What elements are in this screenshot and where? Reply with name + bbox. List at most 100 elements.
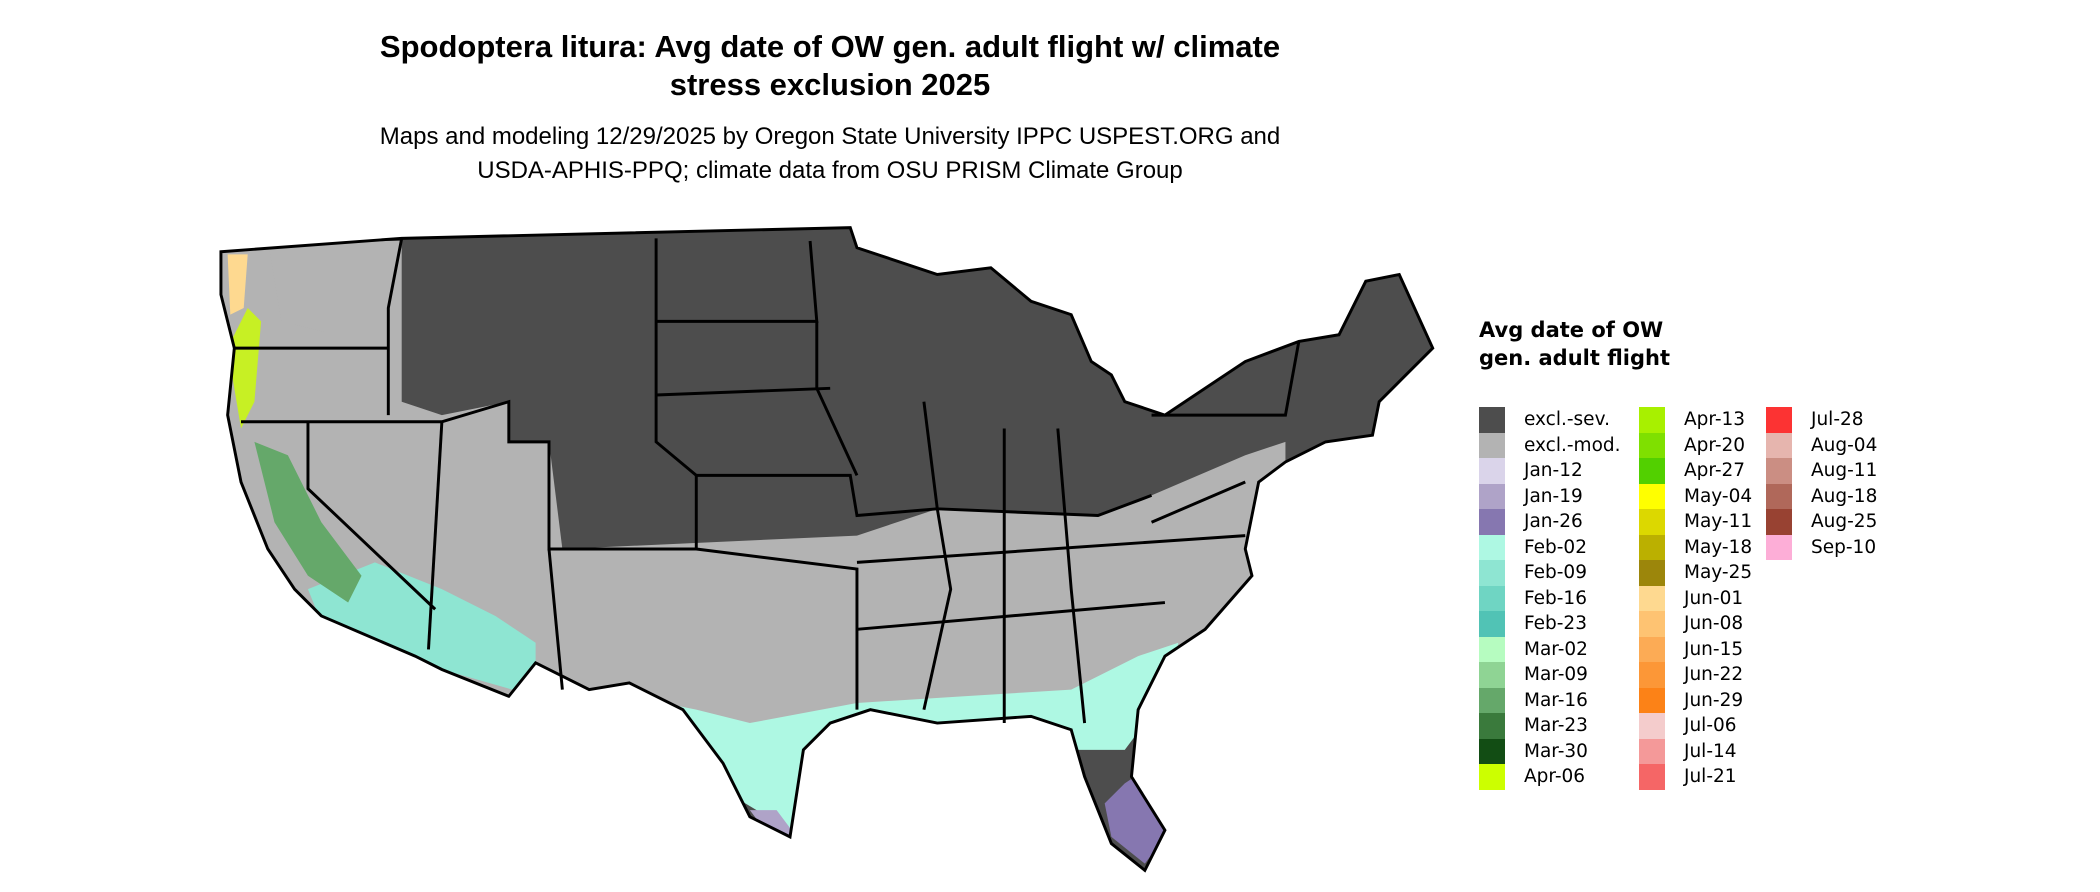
subtitle-line-1: Maps and modeling 12/29/2025 by Oregon S…	[379, 123, 1281, 150]
legend-label: Mar-23	[1524, 715, 1588, 737]
legend-swatch	[1479, 611, 1505, 637]
legend-swatch	[1766, 458, 1792, 484]
legend-label: Apr-20	[1684, 434, 1746, 456]
legend-item: Mar-23	[1479, 713, 1621, 739]
legend-item: Apr-13	[1639, 407, 1752, 433]
legend-label: Jan-19	[1524, 485, 1583, 507]
legend-label: Jun-15	[1684, 638, 1744, 660]
legend-label: Jun-29	[1684, 689, 1744, 711]
legend-item: Mar-16	[1479, 687, 1621, 713]
legend-swatch	[1639, 611, 1665, 637]
legend-label: Apr-13	[1684, 409, 1746, 431]
legend-column-2: Apr-13 Apr-20 Apr-27 May-04 May-11 May-18 May-…	[1639, 407, 1752, 790]
legend-swatch	[1479, 738, 1505, 764]
legend-label: Mar-02	[1524, 638, 1588, 660]
legend-swatch	[1479, 534, 1505, 560]
legend-item: Aug-04	[1766, 432, 1877, 458]
legend-label: Feb-09	[1524, 562, 1587, 584]
legend-item: May-04	[1639, 483, 1752, 509]
legend-title: Avg date of OW gen. adult flight	[1479, 318, 1670, 370]
legend-label: Jul-21	[1684, 766, 1737, 788]
legend-swatch	[1479, 458, 1505, 484]
legend-label: Feb-02	[1524, 536, 1587, 558]
legend-swatch	[1479, 636, 1505, 662]
title-line-2: stress exclusion 2025	[669, 67, 991, 102]
legend-swatch	[1479, 662, 1505, 688]
legend-swatch	[1479, 432, 1505, 458]
legend-item: May-11	[1639, 509, 1752, 535]
legend-item: Feb-02	[1479, 534, 1621, 560]
legend-swatch	[1479, 407, 1505, 433]
legend-item: Apr-27	[1639, 458, 1752, 484]
legend-swatch	[1766, 534, 1792, 560]
legend-swatch	[1639, 432, 1665, 458]
legend-item: Jan-12	[1479, 458, 1621, 484]
legend-label: Jul-06	[1684, 715, 1737, 737]
legend-swatch	[1639, 738, 1665, 764]
legend-label: Aug-25	[1811, 511, 1878, 533]
state-boundaries	[219, 226, 1435, 872]
legend-label: Jun-22	[1684, 664, 1744, 686]
legend-label: May-18	[1684, 536, 1753, 558]
legend-item: Jun-01	[1639, 585, 1752, 611]
legend-label: Apr-06	[1524, 766, 1586, 788]
legend-swatch	[1766, 509, 1792, 535]
legend-item: May-18	[1639, 534, 1753, 560]
legend-label: Jan-12	[1524, 460, 1583, 482]
legend-item: Aug-25	[1766, 509, 1877, 535]
legend-swatch	[1766, 483, 1792, 509]
legend-label: Jul-14	[1684, 740, 1737, 762]
legend-swatch	[1639, 483, 1665, 509]
legend-item: Feb-23	[1479, 611, 1621, 637]
legend-item: Jan-26	[1479, 509, 1621, 535]
legend-item: Mar-09	[1479, 662, 1621, 688]
legend-swatch	[1639, 764, 1665, 790]
legend-label: excl.-mod.	[1524, 434, 1621, 456]
legend-label: Apr-27	[1684, 460, 1746, 482]
legend-label: Mar-30	[1524, 740, 1588, 762]
region-apr-coast	[227, 307, 262, 429]
legend-label: Jul-28	[1811, 409, 1864, 431]
legend-label: Feb-16	[1524, 587, 1587, 609]
legend-label: excl.-sev.	[1524, 409, 1610, 431]
legend-item: Jun-08	[1639, 611, 1752, 637]
legend-item: Jul-14	[1639, 738, 1752, 764]
legend-item: Jul-28	[1766, 407, 1877, 433]
region-feb-southwest	[307, 562, 536, 697]
legend-item: Feb-16	[1479, 585, 1621, 611]
legend-swatch	[1766, 407, 1792, 433]
legend-item: Jun-15	[1639, 636, 1752, 662]
legend-column-1: excl.-sev. excl.-mod. Jan-12 Jan-19 Jan-26 Fe…	[1479, 407, 1621, 790]
legend-swatch	[1479, 509, 1505, 535]
legend-item: Sep-10	[1766, 534, 1877, 560]
legend-item: excl.-mod.	[1479, 432, 1621, 458]
legend-label: Jan-26	[1524, 511, 1583, 533]
region-mar-california	[254, 441, 362, 603]
legend-label: Sep-10	[1811, 536, 1877, 558]
legend-label: Aug-11	[1811, 460, 1878, 482]
title-line-1: Spodoptera litura: Avg date of OW gen. a…	[379, 29, 1281, 64]
legend-label: May-11	[1684, 511, 1753, 533]
region-jun-coast	[227, 254, 248, 315]
legend-label: Jun-01	[1684, 587, 1744, 609]
legend-item: excl.-sev.	[1479, 407, 1621, 433]
legend-item: Jan-19	[1479, 483, 1621, 509]
legend-item: Jun-22	[1639, 662, 1752, 688]
legend-item: Jul-21	[1639, 764, 1752, 790]
legend-swatch	[1639, 509, 1665, 535]
legend-swatch	[1639, 534, 1665, 560]
legend-swatch	[1639, 713, 1665, 739]
legend-item: May-25	[1639, 560, 1752, 586]
legend-item: Apr-20	[1639, 432, 1752, 458]
legend-swatch	[1639, 662, 1665, 688]
legend-item: Jul-06	[1639, 713, 1752, 739]
legend-swatch	[1479, 764, 1505, 790]
legend-item: Jun-29	[1639, 687, 1752, 713]
legend-swatch	[1639, 458, 1665, 484]
legend-swatch	[1639, 687, 1665, 713]
legend-item: Mar-02	[1479, 636, 1621, 662]
subtitle-line-2: USDA-APHIS-PPQ; climate data from OSU PR…	[477, 157, 1183, 184]
legend-label: Mar-16	[1524, 689, 1588, 711]
legend-swatch	[1479, 687, 1505, 713]
